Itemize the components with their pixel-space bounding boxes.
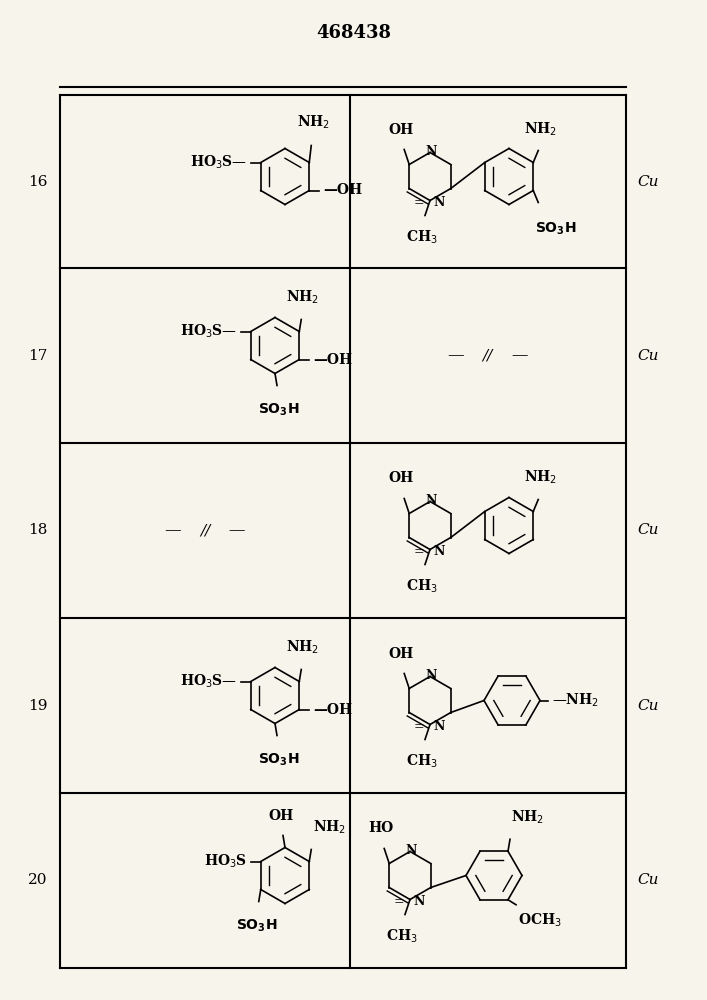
- Text: $\mathbf{SO_3H}$: $\mathbf{SO_3H}$: [535, 221, 577, 237]
- Text: —              —: — —: [448, 347, 528, 364]
- Text: OH: OH: [389, 472, 414, 486]
- Text: $\mathbf{SO_3H}$: $\mathbf{SO_3H}$: [258, 401, 300, 418]
- Text: —OH: —OH: [323, 184, 363, 198]
- Text: Cu: Cu: [637, 698, 658, 712]
- Text: —              —: — —: [165, 522, 245, 539]
- Text: Cu: Cu: [637, 349, 658, 362]
- Text: —OH: —OH: [313, 702, 352, 716]
- Text: 468438: 468438: [316, 24, 391, 42]
- Text: CH$_3$: CH$_3$: [406, 229, 438, 246]
- Text: OH: OH: [269, 808, 293, 822]
- Text: OCH$_3$: OCH$_3$: [518, 912, 562, 929]
- Text: NH$_2$: NH$_2$: [286, 289, 319, 306]
- Text: N: N: [405, 844, 416, 857]
- Text: Cu: Cu: [637, 874, 658, 888]
- Text: 16: 16: [28, 174, 48, 188]
- Text: HO$_3$S: HO$_3$S: [204, 853, 247, 870]
- Text: N: N: [426, 669, 437, 682]
- Text: OH: OH: [389, 647, 414, 660]
- Text: NH$_2$: NH$_2$: [524, 469, 557, 487]
- Text: //: //: [483, 349, 493, 362]
- Text: HO$_3$S—: HO$_3$S—: [180, 673, 237, 690]
- Text: =: =: [414, 196, 424, 209]
- Text: NH$_2$: NH$_2$: [313, 819, 346, 836]
- Text: CH$_3$: CH$_3$: [386, 928, 418, 945]
- Text: N: N: [433, 545, 445, 558]
- Text: NH$_2$: NH$_2$: [286, 639, 319, 656]
- Text: =: =: [414, 720, 424, 733]
- Text: N: N: [433, 720, 445, 733]
- Text: $\mathbf{SO_3H}$: $\mathbf{SO_3H}$: [258, 752, 300, 768]
- Text: NH$_2$: NH$_2$: [524, 120, 557, 137]
- Text: Cu: Cu: [637, 174, 658, 188]
- Text: //: //: [200, 524, 210, 538]
- Text: HO$_3$S—: HO$_3$S—: [180, 323, 237, 340]
- Text: NH$_2$: NH$_2$: [297, 113, 330, 130]
- Text: 20: 20: [28, 874, 48, 888]
- Text: 17: 17: [28, 349, 48, 362]
- Text: 18: 18: [28, 524, 48, 538]
- Text: —OH: —OH: [313, 353, 352, 366]
- Text: N: N: [426, 494, 437, 507]
- Text: NH$_2$: NH$_2$: [511, 809, 544, 826]
- Text: $\mathbf{SO_3H}$: $\mathbf{SO_3H}$: [236, 918, 277, 934]
- Text: OH: OH: [389, 122, 414, 136]
- Text: HO: HO: [368, 822, 394, 836]
- Text: HO$_3$S—: HO$_3$S—: [189, 154, 247, 171]
- Text: N: N: [433, 196, 445, 209]
- Text: =: =: [393, 895, 404, 908]
- Text: CH$_3$: CH$_3$: [406, 578, 438, 595]
- Text: N: N: [413, 895, 424, 908]
- Text: 19: 19: [28, 698, 48, 712]
- Text: Cu: Cu: [637, 524, 658, 538]
- Text: N: N: [426, 145, 437, 158]
- Text: CH$_3$: CH$_3$: [406, 752, 438, 770]
- Text: =: =: [414, 545, 424, 558]
- Text: —NH$_2$: —NH$_2$: [552, 692, 599, 709]
